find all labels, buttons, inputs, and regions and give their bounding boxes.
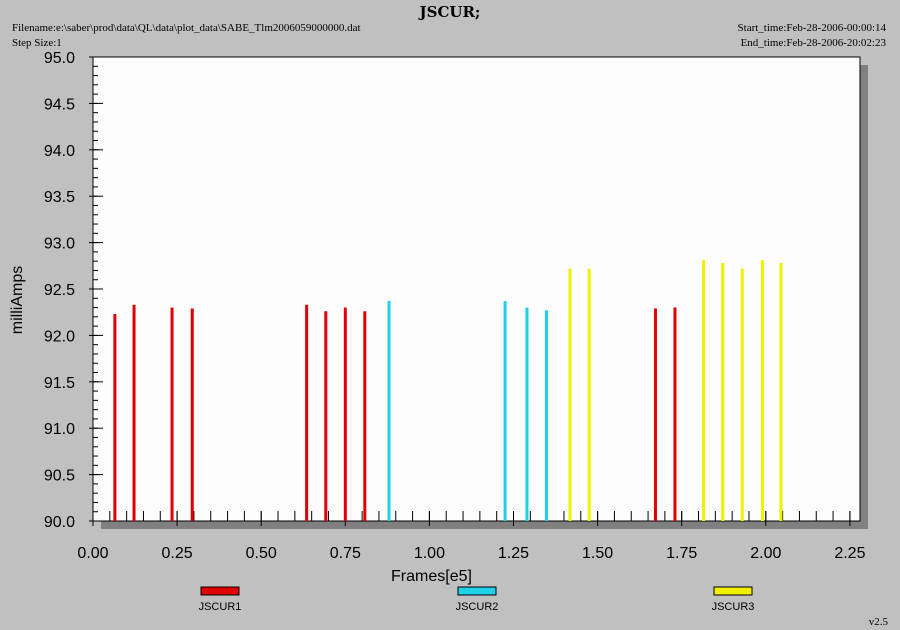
bar-jscur3 bbox=[721, 263, 725, 521]
x-tick-label: 1.00 bbox=[414, 545, 445, 562]
x-tick-label: 1.25 bbox=[498, 545, 529, 562]
bar-jscur2 bbox=[503, 301, 507, 521]
plot-area bbox=[92, 56, 861, 522]
bar-jscur3 bbox=[779, 263, 783, 521]
y-tick-label: 91.0 bbox=[44, 421, 75, 438]
step-size-label: Step Size:1 bbox=[12, 37, 62, 49]
bar-jscur2 bbox=[544, 310, 548, 521]
y-tick-label: 92.0 bbox=[44, 328, 75, 345]
y-tick-label: 92.5 bbox=[44, 282, 75, 299]
bar-jscur1 bbox=[324, 311, 328, 521]
y-tick-label: 91.5 bbox=[44, 375, 75, 392]
x-axis-label: Frames[e5] bbox=[391, 568, 472, 585]
y-tick-label: 94.5 bbox=[44, 96, 75, 113]
x-tick-label: 0.25 bbox=[162, 545, 193, 562]
bar-jscur1 bbox=[363, 311, 367, 521]
bar-jscur1 bbox=[653, 308, 657, 521]
bar-jscur1 bbox=[170, 307, 174, 521]
bar-jscur3 bbox=[760, 260, 764, 521]
bar-jscur3 bbox=[587, 268, 591, 521]
bar-jscur1 bbox=[343, 307, 347, 521]
bar-jscur3 bbox=[702, 260, 706, 521]
bar-jscur1 bbox=[113, 314, 117, 521]
y-axis-label: milliAmps bbox=[9, 266, 26, 334]
bar-jscur2 bbox=[387, 301, 391, 521]
bar-jscur3 bbox=[568, 268, 572, 521]
y-tick-label: 94.0 bbox=[44, 143, 75, 160]
bar-jscur1 bbox=[673, 307, 677, 521]
version-label: v2.5 bbox=[868, 616, 888, 628]
x-tick-label: 0.50 bbox=[246, 545, 277, 562]
y-tick-label: 90.0 bbox=[44, 514, 75, 531]
start-time-label: Start_time:Feb-28-2006-00:00:14 bbox=[737, 22, 886, 34]
bar-jscur1 bbox=[132, 304, 136, 521]
legend-swatch-jscur2 bbox=[457, 586, 497, 596]
x-tick-label: 1.75 bbox=[666, 545, 697, 562]
legend-swatch-jscur1 bbox=[200, 586, 240, 596]
bar-jscur1 bbox=[190, 308, 194, 521]
y-tick-label: 93.0 bbox=[44, 236, 75, 253]
bar-jscur1 bbox=[305, 304, 309, 521]
bar-jscur2 bbox=[525, 307, 529, 521]
x-tick-label: 2.00 bbox=[750, 545, 781, 562]
x-tick-label: 1.50 bbox=[582, 545, 613, 562]
chart-title: JSCUR; bbox=[419, 3, 481, 21]
legend-label-jscur2: JSCUR2 bbox=[456, 601, 499, 613]
legend-swatch-jscur3 bbox=[713, 586, 753, 596]
y-tick-label: 93.5 bbox=[44, 189, 75, 206]
legend-label-jscur1: JSCUR1 bbox=[199, 601, 242, 613]
legend-label-jscur3: JSCUR3 bbox=[712, 601, 755, 613]
bar-jscur3 bbox=[740, 268, 744, 521]
end-time-label: End_time:Feb-28-2006-20:02:23 bbox=[740, 37, 886, 49]
y-tick-label: 95.0 bbox=[44, 50, 75, 67]
x-tick-label: 0.00 bbox=[77, 545, 108, 562]
y-tick-label: 90.5 bbox=[44, 468, 75, 485]
x-tick-label: 2.25 bbox=[834, 545, 865, 562]
x-tick-label: 0.75 bbox=[330, 545, 361, 562]
filename-label: Filename:e:\saber\prod\data\QL\data\plot… bbox=[12, 22, 361, 34]
